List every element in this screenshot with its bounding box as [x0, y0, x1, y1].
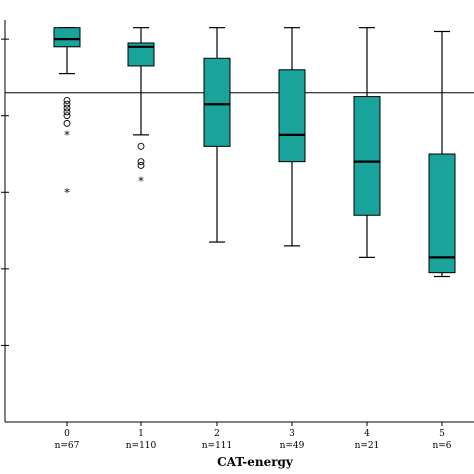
outlier-point — [63, 104, 71, 112]
extreme-point: * — [64, 186, 70, 199]
n-label: n=6 — [432, 441, 451, 451]
n-label: n=110 — [126, 441, 157, 451]
outlier-point — [63, 119, 71, 127]
x-tick-label: 1 — [138, 429, 144, 439]
n-label: n=111 — [202, 441, 233, 451]
box-4 — [353, 96, 381, 216]
x-tick-label: 4 — [364, 429, 370, 439]
outlier-point — [137, 158, 145, 166]
x-tick-label: 3 — [289, 429, 295, 439]
box-1 — [127, 42, 155, 67]
box-2 — [203, 57, 231, 147]
x-tick-label: 0 — [64, 429, 70, 439]
box-5 — [428, 153, 456, 274]
outlier-point — [63, 108, 71, 116]
x-tick-label: 2 — [214, 429, 220, 439]
outlier-point — [137, 162, 145, 169]
extreme-point: * — [138, 175, 144, 188]
x-tick-label: 5 — [439, 429, 445, 439]
n-label: n=49 — [280, 441, 305, 451]
outlier-point — [63, 96, 71, 104]
extreme-point: * — [64, 129, 70, 142]
outlier-point — [63, 112, 71, 120]
n-label: n=21 — [355, 441, 380, 451]
box-3 — [278, 69, 306, 163]
outlier-point — [137, 142, 145, 150]
box-0 — [53, 27, 81, 48]
outlier-point — [63, 100, 71, 108]
x-axis-title: CAT-energy — [217, 455, 294, 469]
n-label: n=67 — [55, 441, 80, 451]
